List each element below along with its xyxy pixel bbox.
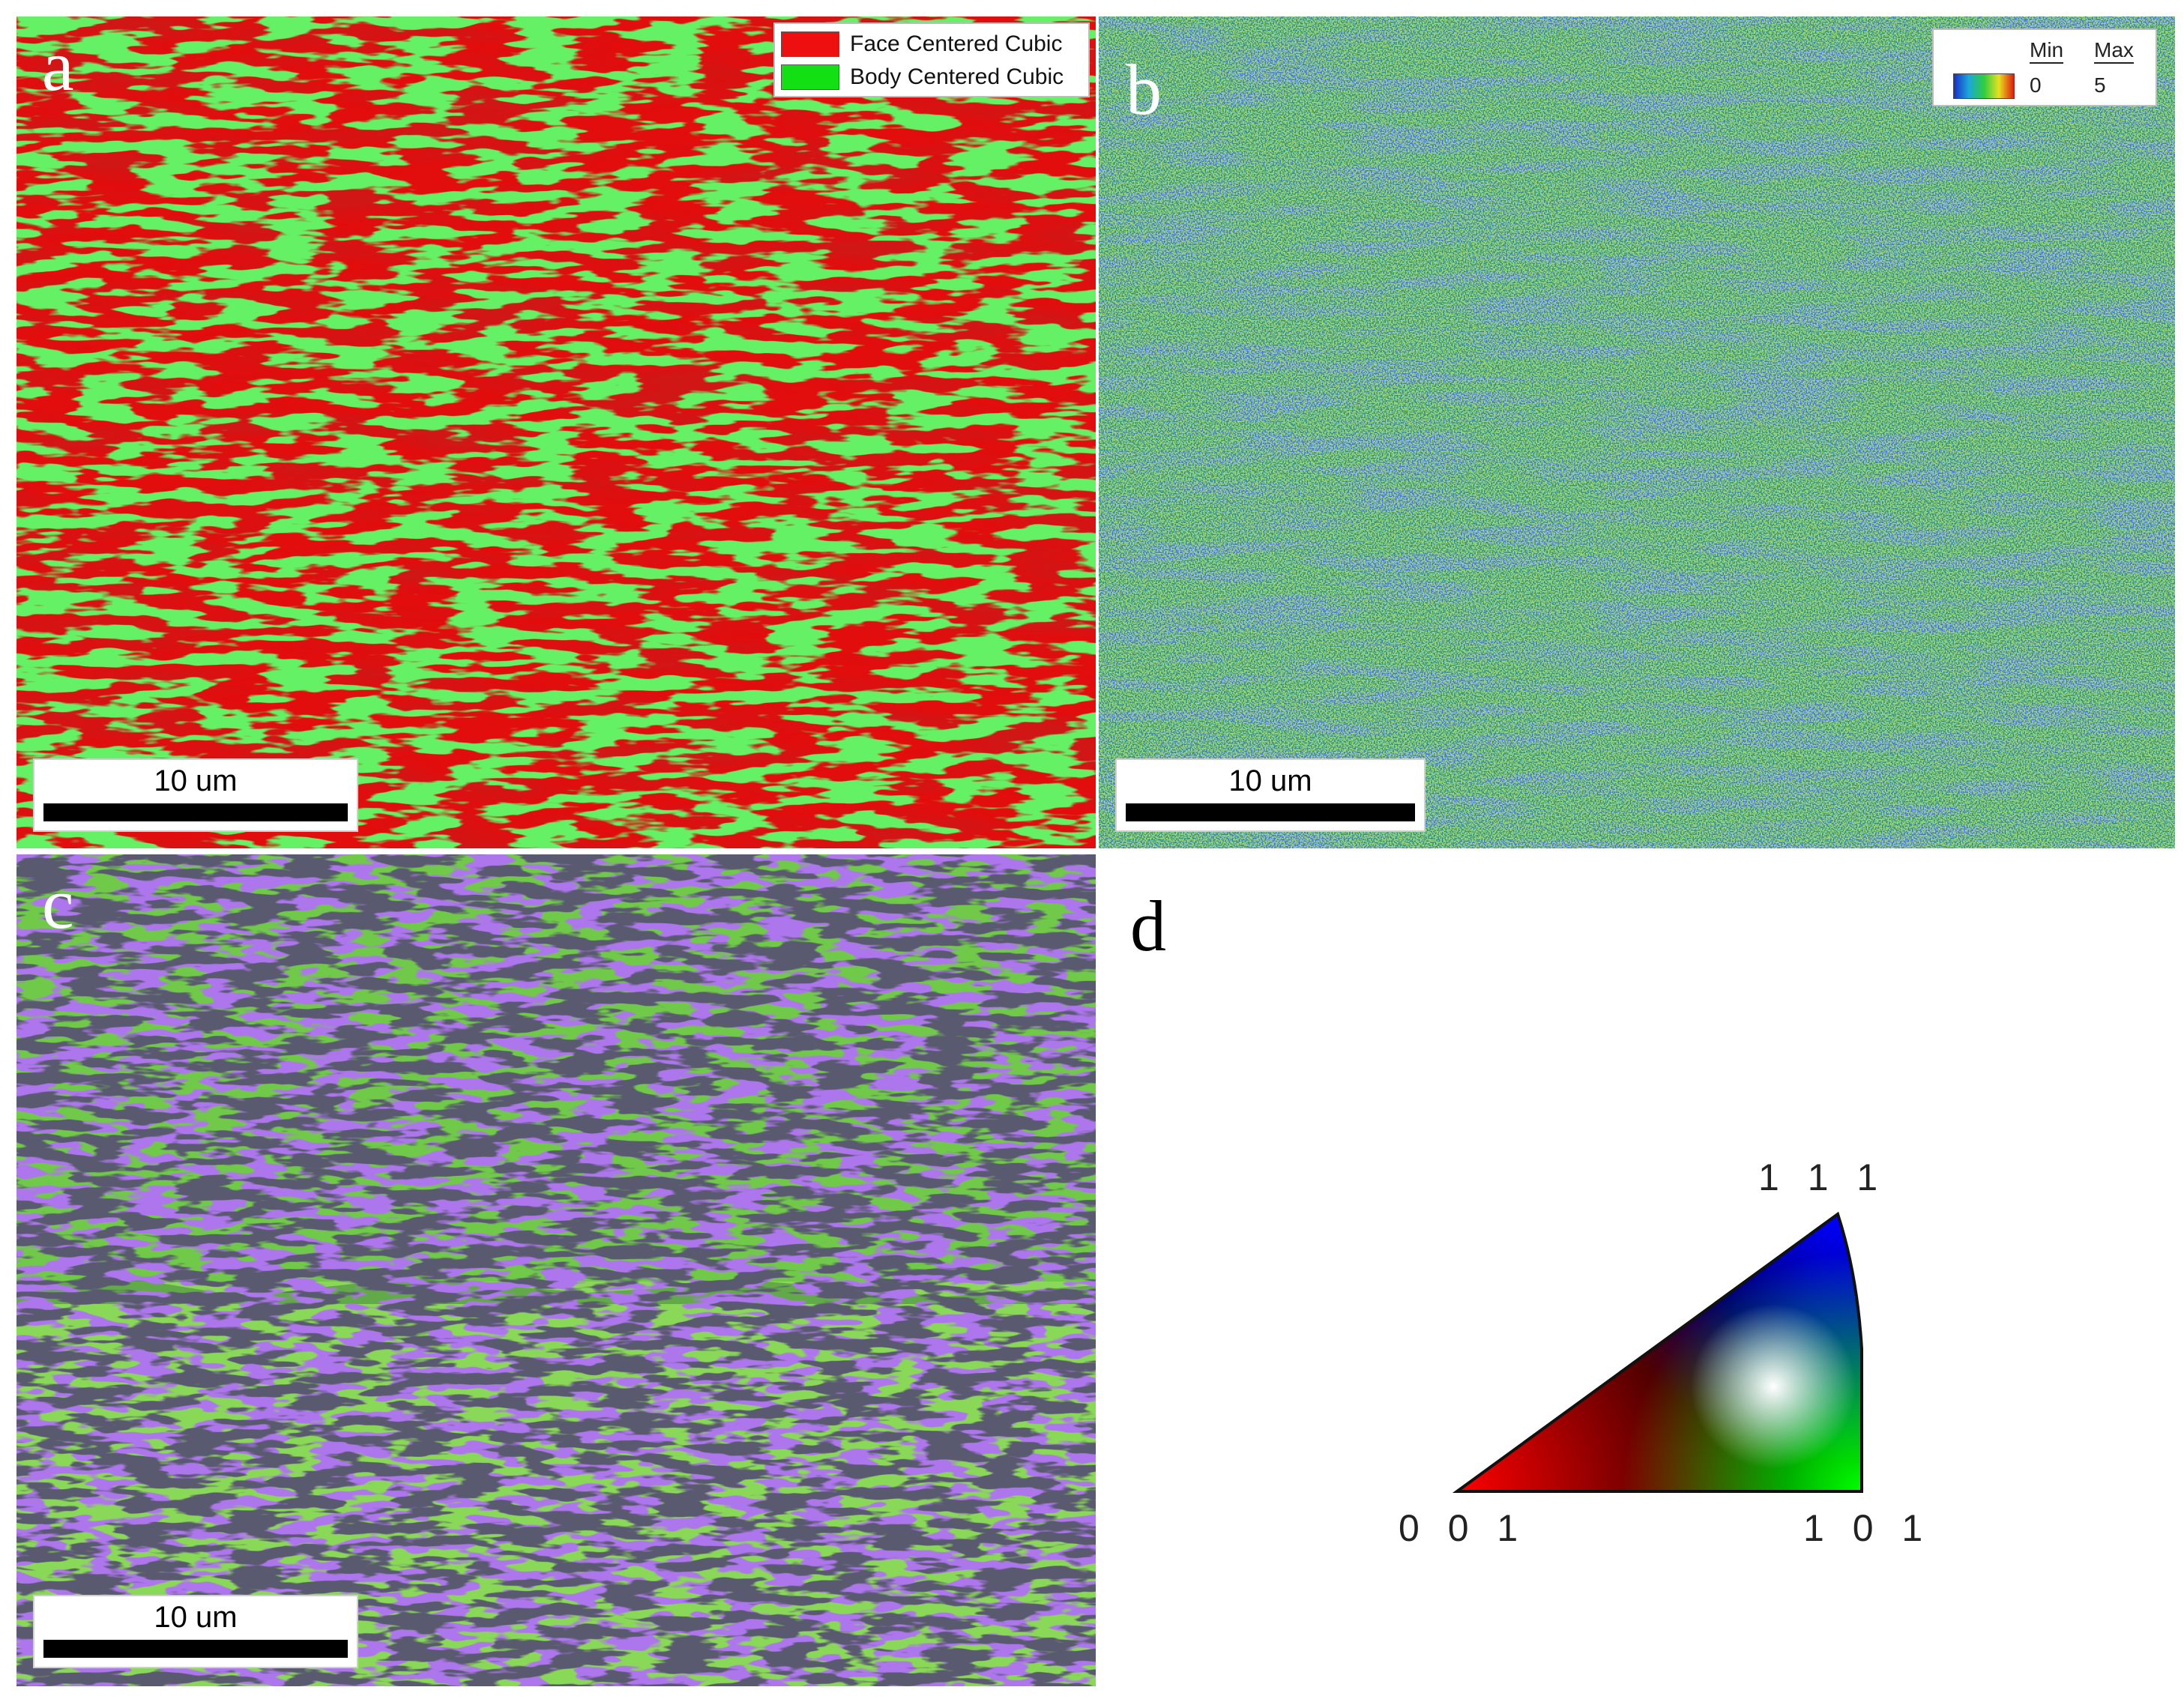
- scale-bar-a: 10 um: [33, 758, 358, 832]
- ipf-label-101: 1 0 1: [1803, 1507, 1932, 1549]
- panel-b-kam-map: b Min Max 0 5 10 um: [1099, 16, 2175, 848]
- scale-bar-b-label: 10 um: [1228, 764, 1312, 797]
- legend-max-heading: Max: [2094, 38, 2134, 64]
- kam-gradient-swatch: [1953, 73, 2015, 99]
- legend-min-value: 0: [2030, 73, 2042, 97]
- fcc-label: Face Centered Cubic: [850, 31, 1063, 56]
- panel-a-phase-map: a Face Centered Cubic Body Centered Cubi…: [16, 16, 1096, 848]
- ipf-label-001: 0 0 1: [1399, 1507, 1527, 1549]
- scale-bar-c-line: [43, 1640, 348, 1658]
- legend-min-heading: Min: [2030, 38, 2064, 64]
- panel-c-ipf-map: c 10 um: [16, 854, 1096, 1686]
- fcc-swatch: [781, 31, 839, 57]
- legend-max-value: 5: [2094, 73, 2106, 97]
- phase-map-image: [16, 16, 1096, 848]
- panel-label-c: c: [42, 863, 74, 944]
- scale-bar-b-line: [1126, 803, 1415, 821]
- kam-map-image: [1099, 16, 2175, 848]
- panel-d-ipf-key: d: [1099, 854, 2175, 1686]
- scale-bar-b: 10 um: [1115, 758, 1426, 832]
- scale-bar-a-label: 10 um: [154, 764, 238, 797]
- ipf-label-111: 1 1 1: [1758, 1156, 1887, 1198]
- ipf-map-image: [16, 854, 1096, 1686]
- kam-color-legend: Min Max 0 5: [1932, 28, 2157, 106]
- panel-label-a: a: [42, 25, 74, 106]
- scale-bar-a-line: [43, 803, 348, 821]
- legend-item-bcc: Body Centered Cubic: [781, 63, 1064, 91]
- phase-legend: Face Centered Cubic Body Centered Cubic: [773, 22, 1090, 97]
- panel-label-b: b: [1126, 49, 1162, 130]
- ipf-color-triangle: [1452, 1211, 1863, 1493]
- scale-bar-c: 10 um: [33, 1595, 358, 1668]
- legend-item-fcc: Face Centered Cubic: [781, 30, 1062, 58]
- bcc-label: Body Centered Cubic: [850, 64, 1064, 89]
- bcc-swatch: [781, 64, 839, 90]
- panel-label-d: d: [1130, 886, 1166, 966]
- scale-bar-c-label: 10 um: [154, 1601, 238, 1634]
